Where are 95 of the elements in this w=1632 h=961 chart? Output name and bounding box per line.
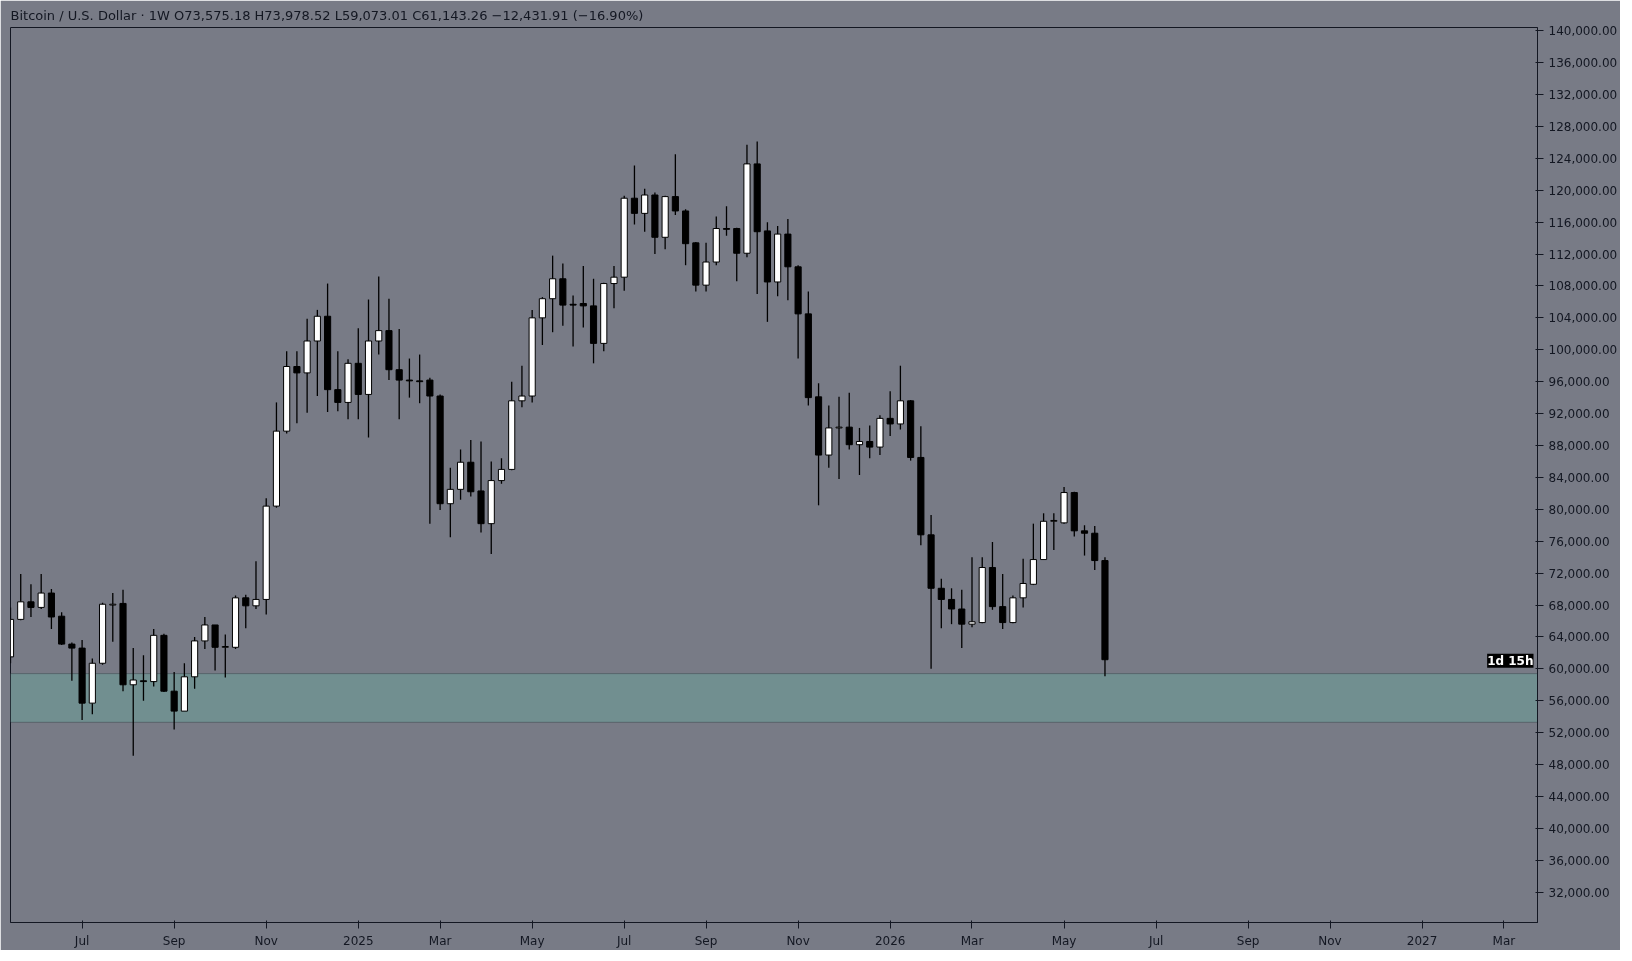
x-tick-label: Nov bbox=[1318, 933, 1342, 948]
y-tick-label: 80,000.00 bbox=[1548, 502, 1610, 517]
candlestick bbox=[702, 242, 710, 293]
y-tick-label: 104,000.00 bbox=[1548, 311, 1618, 326]
chart-title: Bitcoin / U.S. Dollar · 1W O73,575.18 H73,978.52 L59,073.01 C61,143.26 −12,431.91 (−16.90%) bbox=[10, 7, 644, 23]
candlestick bbox=[855, 427, 864, 476]
y-tick-label: 72,000.00 bbox=[1548, 566, 1610, 581]
x-tick-label: Sep bbox=[162, 933, 186, 948]
y-tick-label: 124,000.00 bbox=[1548, 151, 1618, 166]
y-tick-label: 136,000.00 bbox=[1548, 56, 1618, 71]
candlestick bbox=[1080, 524, 1089, 557]
candlestick bbox=[1019, 558, 1027, 609]
candlestick bbox=[211, 624, 219, 672]
x-tick-label: Nov bbox=[254, 933, 278, 948]
candlestick bbox=[641, 187, 649, 233]
y-tick-label: 92,000.00 bbox=[1548, 407, 1610, 422]
candlestick bbox=[129, 647, 137, 757]
candlestick bbox=[68, 641, 76, 682]
x-tick-label: Mar bbox=[428, 933, 452, 948]
candlestick bbox=[242, 594, 250, 629]
y-tick-label: 32,000.00 bbox=[1548, 885, 1610, 900]
candlestick bbox=[579, 265, 587, 329]
y-tick-label: 128,000.00 bbox=[1548, 119, 1618, 134]
candlestick bbox=[334, 350, 342, 412]
x-tick-label: 2025 bbox=[343, 933, 374, 948]
x-tick-label: Nov bbox=[786, 933, 810, 948]
y-tick-label: 132,000.00 bbox=[1548, 88, 1618, 103]
candlestick bbox=[610, 265, 618, 309]
y-tick-label: 108,000.00 bbox=[1548, 279, 1618, 294]
x-tick-label: Jul bbox=[615, 933, 632, 948]
candlestick bbox=[1050, 512, 1058, 551]
candlestick bbox=[375, 275, 383, 356]
candlestick bbox=[671, 153, 679, 216]
candlestick bbox=[722, 205, 731, 237]
candlestick bbox=[405, 357, 413, 399]
y-tick-label: 68,000.00 bbox=[1548, 598, 1610, 613]
y-tick-label: 88,000.00 bbox=[1548, 438, 1610, 453]
y-tick-label: 120,000.00 bbox=[1548, 183, 1618, 198]
candlestick bbox=[252, 560, 260, 610]
candlestick bbox=[446, 467, 454, 538]
candlestick bbox=[47, 588, 55, 630]
candlestick bbox=[293, 350, 301, 424]
x-tick-label: May bbox=[519, 933, 545, 948]
y-tick-label: 140,000.00 bbox=[1548, 24, 1618, 39]
candlestick bbox=[866, 424, 874, 459]
candlestick bbox=[518, 365, 526, 408]
x-tick-label: Sep bbox=[1236, 933, 1260, 948]
annotation: 1d 15h bbox=[1487, 653, 1534, 668]
y-tick-label: 56,000.00 bbox=[1548, 694, 1610, 709]
candlestick bbox=[999, 573, 1007, 630]
y-tick-label: 116,000.00 bbox=[1548, 215, 1618, 230]
y-tick-label: 36,000.00 bbox=[1548, 853, 1610, 868]
y-tick-label: 100,000.00 bbox=[1548, 343, 1618, 358]
y-tick-label: 64,000.00 bbox=[1548, 630, 1610, 645]
candlestick bbox=[416, 353, 424, 404]
candlestick bbox=[549, 254, 557, 333]
y-tick-label: 112,000.00 bbox=[1548, 247, 1618, 262]
y-tick-label: 76,000.00 bbox=[1548, 534, 1610, 549]
candlestick bbox=[569, 294, 577, 348]
candlestick bbox=[17, 573, 25, 621]
candlestick bbox=[497, 457, 506, 485]
x-tick-label: Mar bbox=[960, 933, 984, 948]
y-tick-label: 48,000.00 bbox=[1548, 758, 1610, 773]
x-tick-label: Sep bbox=[694, 933, 718, 948]
y-tick-label: 44,000.00 bbox=[1548, 789, 1610, 804]
candlestick bbox=[947, 587, 956, 625]
x-tick-label: Jul bbox=[73, 933, 90, 948]
candlestick bbox=[968, 556, 976, 629]
y-tick-label: 84,000.00 bbox=[1548, 470, 1610, 485]
candlestick bbox=[139, 654, 148, 702]
x-tick-label: Jul bbox=[1147, 933, 1164, 948]
candlestick bbox=[958, 589, 966, 649]
y-tick-label: 96,000.00 bbox=[1548, 375, 1610, 390]
candlestick bbox=[109, 592, 117, 643]
candlestick bbox=[201, 616, 209, 650]
candlestick bbox=[221, 633, 229, 679]
candlestick bbox=[170, 671, 178, 731]
candlestick bbox=[630, 164, 639, 226]
candlestick bbox=[37, 573, 45, 610]
candlestick bbox=[845, 392, 853, 451]
candlestick bbox=[896, 365, 904, 431]
candlestick bbox=[27, 583, 35, 618]
x-tick-label: 2027 bbox=[1406, 933, 1438, 948]
y-tick-label: 60,000.00 bbox=[1548, 662, 1610, 677]
candlestick bbox=[886, 390, 894, 437]
y-tick-label: 40,000.00 bbox=[1548, 821, 1610, 836]
y-tick-label: 52,000.00 bbox=[1548, 726, 1610, 741]
candlestick bbox=[835, 396, 843, 480]
candlestick bbox=[426, 377, 434, 525]
x-tick-label: May bbox=[1051, 933, 1077, 948]
x-tick-label: Mar bbox=[1492, 933, 1516, 948]
candlestick bbox=[937, 578, 945, 629]
x-tick-label: 2026 bbox=[874, 933, 906, 948]
candlestick bbox=[395, 328, 403, 420]
candlestick bbox=[538, 296, 546, 346]
